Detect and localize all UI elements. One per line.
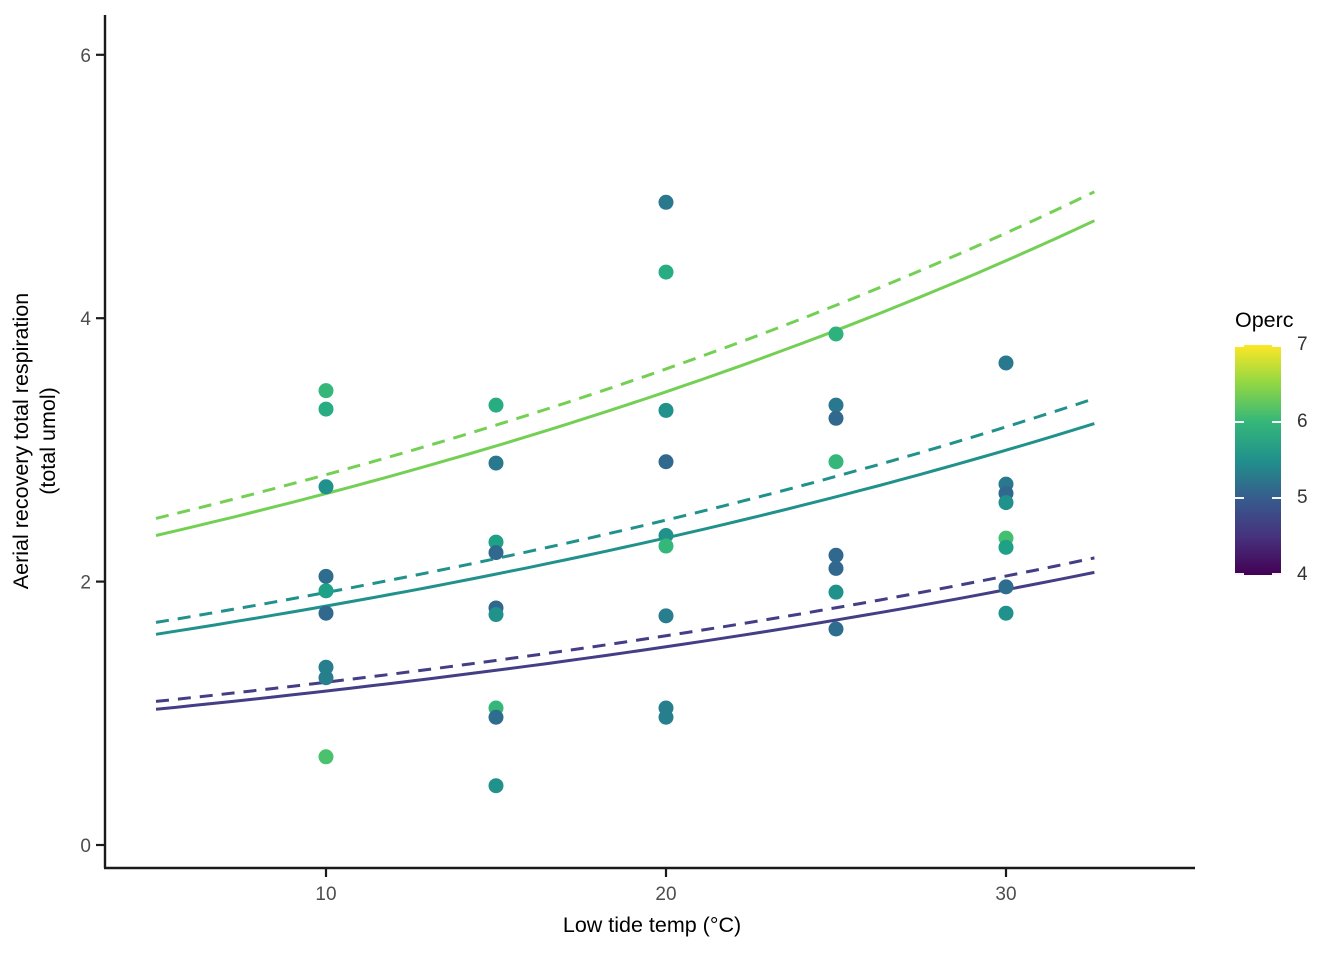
- data-point: [658, 608, 674, 624]
- data-point: [318, 383, 334, 399]
- data-point: [488, 397, 504, 413]
- fit-curve-low-operc-solid: [155, 570, 1095, 711]
- y-tick-label: 6: [80, 46, 91, 67]
- x-tick-label: 20: [655, 884, 676, 905]
- data-point: [828, 410, 844, 426]
- y-axis-title-line2: (total umol): [36, 387, 60, 495]
- data-point: [488, 455, 504, 471]
- y-tick-label: 0: [80, 836, 91, 857]
- data-point: [658, 709, 674, 725]
- data-point: [318, 659, 334, 675]
- legend-tick-label: 5: [1297, 487, 1308, 509]
- data-point: [318, 583, 334, 599]
- fit-curve-mid-operc-dashed: [155, 397, 1095, 624]
- data-point: [318, 568, 334, 584]
- legend-title: Operc: [1235, 308, 1294, 332]
- data-point: [828, 326, 844, 342]
- data-point: [998, 495, 1014, 511]
- fit-curve-low-operc-dashed: [155, 556, 1095, 703]
- legend-colorbar: [1235, 345, 1281, 575]
- y-tick-label: 4: [80, 309, 91, 330]
- data-point: [318, 605, 334, 621]
- data-point: [998, 355, 1014, 371]
- colorbar-tick: [1272, 573, 1281, 575]
- y-tick-label: 2: [80, 573, 91, 594]
- fit-curve-high-operc-dashed: [155, 190, 1096, 520]
- data-point: [318, 401, 334, 417]
- x-tick-label: 10: [315, 884, 336, 905]
- data-point: [318, 479, 334, 495]
- colorbar-tick: [1272, 345, 1281, 347]
- colorbar-tick: [1235, 345, 1244, 347]
- data-point: [488, 534, 504, 550]
- data-point: [828, 584, 844, 600]
- y-axis-title: Aerial recovery total respiration (total…: [8, 1, 66, 881]
- legend: Operc 7 6 5 4: [1235, 308, 1344, 585]
- legend-tick-label: 7: [1297, 334, 1308, 355]
- data-point: [828, 621, 844, 637]
- legend-tick-label: 4: [1297, 564, 1308, 585]
- data-point: [658, 194, 674, 210]
- data-point: [488, 607, 504, 623]
- data-point: [658, 402, 674, 418]
- data-point: [998, 539, 1014, 555]
- data-point: [658, 454, 674, 470]
- data-point: [658, 264, 674, 280]
- data-point: [658, 528, 674, 544]
- y-axis-title-line1: Aerial recovery total respiration: [9, 292, 33, 590]
- data-point: [488, 709, 504, 725]
- colorbar-tick: [1272, 497, 1281, 500]
- data-point: [828, 560, 844, 576]
- data-point: [998, 605, 1014, 621]
- x-axis-title: Low tide temp (°C): [562, 913, 742, 937]
- colorbar-tick: [1235, 497, 1244, 500]
- data-point: [998, 579, 1014, 595]
- data-point: [828, 547, 844, 563]
- data-point: [488, 545, 504, 561]
- data-point: [318, 670, 334, 686]
- colorbar-tick: [1235, 573, 1244, 575]
- data-point: [828, 397, 844, 413]
- colorbar-tick: [1272, 420, 1281, 423]
- legend-tick-label: 6: [1297, 410, 1308, 432]
- fit-curve-mid-operc-solid: [155, 422, 1095, 636]
- data-point: [488, 778, 504, 794]
- data-point: [658, 538, 674, 554]
- x-tick-label: 30: [995, 884, 1016, 905]
- data-point: [318, 749, 334, 765]
- colorbar-tick: [1235, 420, 1244, 423]
- data-point: [828, 454, 844, 470]
- fit-curve-high-operc-solid: [155, 219, 1096, 537]
